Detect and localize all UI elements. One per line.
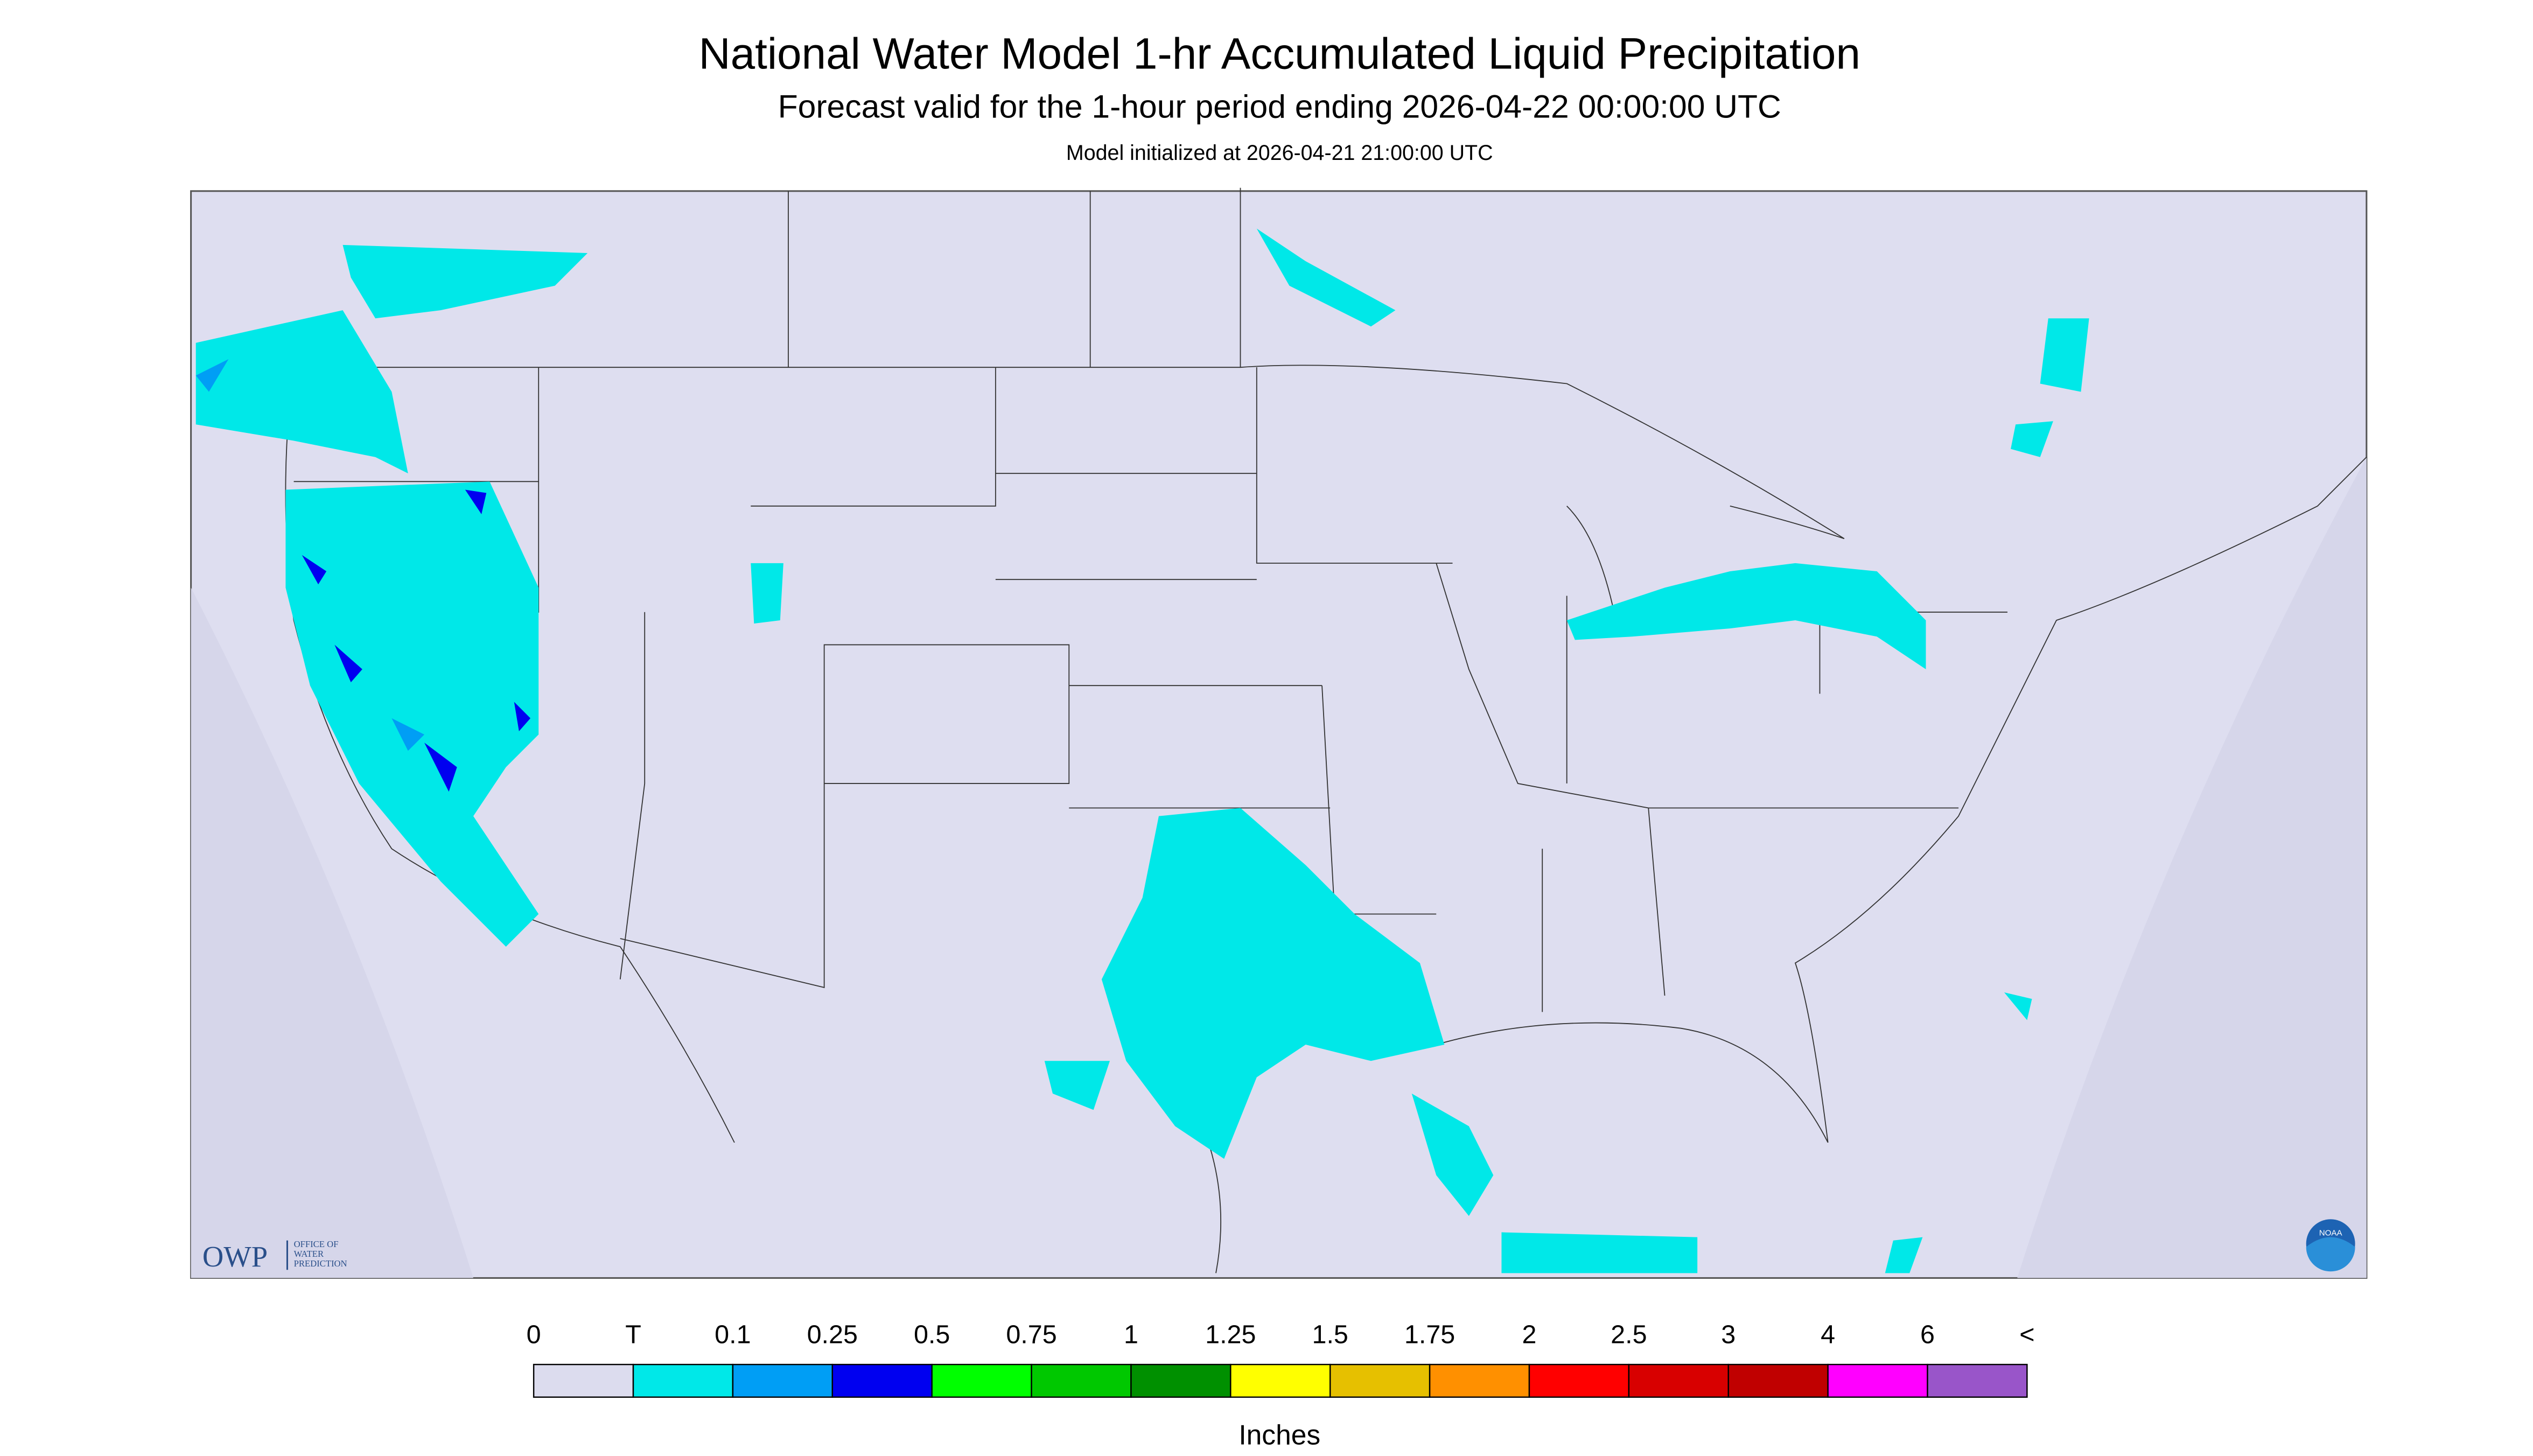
state-lines bbox=[293, 187, 2008, 1012]
colorbar-box bbox=[1429, 1363, 1530, 1398]
colorbar-box bbox=[1230, 1363, 1331, 1398]
colorbar-label: 0.5 bbox=[914, 1320, 950, 1349]
colorbar-label: < bbox=[2019, 1320, 2034, 1349]
colorbar-box bbox=[1827, 1363, 1928, 1398]
precip-area bbox=[1256, 228, 1396, 327]
owp-logo-line: OFFICE OF bbox=[294, 1239, 339, 1249]
precipitation bbox=[195, 228, 2089, 1273]
colorbar-box bbox=[831, 1363, 933, 1398]
colorbar-box bbox=[1927, 1363, 2028, 1398]
colorbar: 0 T 0.1 0.25 0.5 0.75 1 1.25 1.5 1.75 2 2.5 3 4 6 < bbox=[527, 1320, 2035, 1398]
colorbar-box bbox=[1031, 1363, 1132, 1398]
noaa-text: NOAA bbox=[2319, 1229, 2343, 1238]
colorbar-label: T bbox=[625, 1320, 641, 1349]
colorbar-label: 1.75 bbox=[1404, 1320, 1455, 1349]
colorbar-label: 0.1 bbox=[715, 1320, 751, 1349]
title: National Water Model 1-hr Accumulated Li… bbox=[699, 30, 1860, 79]
owp-logo-text: OWP bbox=[202, 1240, 268, 1273]
noaa-wave bbox=[2306, 1237, 2355, 1272]
colorbar-box bbox=[632, 1363, 734, 1398]
precip-area bbox=[1411, 1093, 1494, 1216]
noaa-logo: NOAA bbox=[2306, 1219, 2355, 1272]
colorbar-box bbox=[1727, 1363, 1829, 1398]
colorbar-label: 0 bbox=[527, 1320, 541, 1349]
domain-edge-left bbox=[191, 587, 473, 1278]
colorbar-label: 4 bbox=[1821, 1320, 1835, 1349]
colorbar-box bbox=[732, 1363, 833, 1398]
colorbar-box bbox=[931, 1363, 1032, 1398]
precip-area bbox=[342, 244, 588, 319]
colorbar-label: 3 bbox=[1721, 1320, 1736, 1349]
domain-edge-right bbox=[2017, 457, 2367, 1278]
owp-logo-line: PREDICTION bbox=[294, 1258, 347, 1269]
precip-area bbox=[195, 310, 408, 474]
colorbar-label: 1.25 bbox=[1205, 1320, 1256, 1349]
owp-logo-lines: OFFICE OF WATER PREDICTION bbox=[294, 1239, 347, 1269]
colorbar-unit: Inches bbox=[1238, 1419, 1320, 1451]
colorbar-box bbox=[1130, 1363, 1231, 1398]
colorbar-label: 1 bbox=[1124, 1320, 1138, 1349]
precip-area bbox=[285, 481, 539, 947]
owp-logo: OWP OFFICE OF WATER PREDICTION bbox=[202, 1239, 347, 1273]
owp-logo-line: WATER bbox=[294, 1249, 324, 1259]
colorbar-box bbox=[1628, 1363, 1729, 1398]
colorbar-box bbox=[1528, 1363, 1630, 1398]
precip-area bbox=[1101, 808, 1445, 1159]
colorbar-label: 2 bbox=[1522, 1320, 1536, 1349]
colorbar-box bbox=[1329, 1363, 1431, 1398]
colorbar-label: 0.25 bbox=[807, 1320, 858, 1349]
colorbar-label: 1.5 bbox=[1312, 1320, 1348, 1349]
map-frame bbox=[190, 190, 2368, 1279]
colorbar-box bbox=[533, 1363, 634, 1398]
subtitle: Forecast valid for the 1-hour period end… bbox=[778, 88, 1781, 124]
init-time: Model initialized at 2026-04-21 21:00:00… bbox=[1066, 141, 1493, 165]
map: OWP OFFICE OF WATER PREDICTION NOAA bbox=[190, 187, 2368, 1279]
colorbar-label: 6 bbox=[1920, 1320, 1935, 1349]
colorbar-label: 0.75 bbox=[1006, 1320, 1056, 1349]
precip-area bbox=[1566, 563, 1926, 669]
colorbar-label: 2.5 bbox=[1611, 1320, 1647, 1349]
